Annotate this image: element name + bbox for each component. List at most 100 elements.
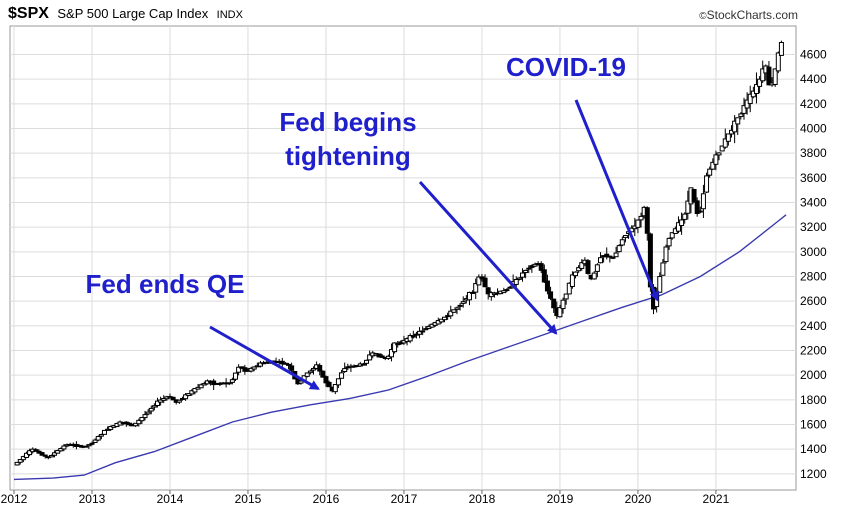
candle-body (158, 399, 164, 403)
y-tick-label: 2800 (800, 270, 827, 284)
candle-body (58, 448, 64, 452)
candle-body (460, 301, 466, 304)
candle-body (385, 355, 391, 359)
candle-body (410, 335, 416, 338)
candle-body (594, 264, 600, 272)
index-name: S&P 500 Large Cap Index (57, 6, 209, 21)
candle-body (722, 138, 728, 148)
candle-body (155, 400, 161, 407)
y-tick-label: 1600 (800, 418, 827, 432)
candle-body (757, 78, 763, 87)
candle-body (298, 380, 304, 384)
candle-body (442, 316, 448, 321)
annotation-label: COVID-19 (506, 52, 626, 82)
candle-body (663, 246, 669, 263)
candle-body (360, 363, 366, 366)
y-tick-label: 2000 (800, 368, 827, 382)
candle-body (482, 277, 488, 288)
plot-frame (9, 25, 797, 491)
x-tick-label: 2012 (1, 492, 28, 506)
candle-body (710, 161, 716, 170)
candle-body (161, 397, 167, 401)
candle-body (95, 436, 101, 441)
y-tick-label: 3200 (800, 220, 827, 234)
candle-body (569, 274, 575, 287)
candle-body (604, 253, 610, 258)
candle-body (282, 362, 288, 365)
candle-body (457, 304, 463, 307)
candle-body (192, 387, 198, 393)
moving-average-line (13, 214, 787, 481)
candle-body (747, 93, 753, 105)
candle-body (248, 367, 254, 372)
candle-body (485, 287, 491, 295)
candle-body (201, 383, 207, 386)
candle-body (226, 382, 232, 385)
candle-body (741, 105, 747, 114)
candle-body (619, 239, 625, 246)
candle-body (14, 461, 20, 466)
candle-body (660, 262, 666, 276)
candle-body (86, 444, 92, 447)
candle-body (735, 117, 741, 125)
y-tick-label: 4200 (800, 97, 827, 111)
candle-body (548, 291, 554, 299)
annotations: Fed ends QE Fed begins tightening COVID-19 (86, 52, 660, 391)
candle-body (251, 366, 257, 370)
annotation-label: Fed begins (279, 107, 416, 137)
y-tick-label: 1800 (800, 393, 827, 407)
x-tick-label: 2017 (391, 492, 418, 506)
x-axis: 2012 2013 2014 2015 2016 2017 2018 2019 2020 2021 (1, 490, 730, 506)
candle-body (685, 200, 691, 214)
credit-label: StockCharts.com (706, 8, 798, 22)
y-tick-label: 4000 (800, 122, 827, 136)
candle-body (538, 263, 544, 271)
candle-body (229, 379, 235, 383)
candle-body (61, 445, 67, 450)
candle-body (576, 267, 582, 272)
candle-body (638, 215, 644, 221)
candle-body (388, 349, 394, 358)
candle-body (697, 210, 703, 213)
candle-body (279, 360, 285, 365)
candle-body (532, 263, 538, 267)
candle-body (367, 354, 373, 361)
candle-body (501, 290, 507, 294)
chart-credit[interactable]: ©StockCharts.com (699, 8, 798, 22)
candle-body (700, 193, 706, 210)
x-tick-label: 2016 (313, 492, 340, 506)
candle-body (136, 419, 142, 425)
exchange-code: INDX (216, 9, 243, 21)
candle-body (610, 256, 616, 259)
candle-body (42, 454, 48, 457)
candle-body (23, 452, 29, 458)
candle-body (778, 41, 784, 56)
candle-body (775, 52, 781, 72)
x-tick-label: 2013 (79, 492, 106, 506)
candle-body (145, 411, 151, 415)
candle-body (376, 353, 382, 358)
x-tick-label: 2014 (157, 492, 184, 506)
y-tick-label: 2600 (800, 294, 827, 308)
candle-body (585, 260, 591, 274)
candle-body (232, 372, 238, 380)
candle-body (707, 168, 713, 176)
candle-body (392, 342, 398, 353)
candle-body (523, 269, 529, 274)
candle-body (332, 384, 338, 393)
annotation-arrow (574, 99, 660, 302)
candle-body (738, 113, 744, 117)
candle-body (17, 459, 23, 463)
candle-body (170, 396, 176, 401)
candle-body (133, 422, 139, 427)
gridlines (10, 26, 796, 490)
x-tick-label: 2015 (235, 492, 262, 506)
candle-body (407, 335, 413, 342)
candle-body (766, 66, 772, 86)
candle-body (704, 175, 710, 193)
candle-body (417, 330, 423, 335)
y-tick-label: 1200 (800, 467, 827, 481)
candlestick-layer (14, 40, 784, 466)
candle-body (211, 380, 217, 386)
candle-body (657, 276, 663, 293)
